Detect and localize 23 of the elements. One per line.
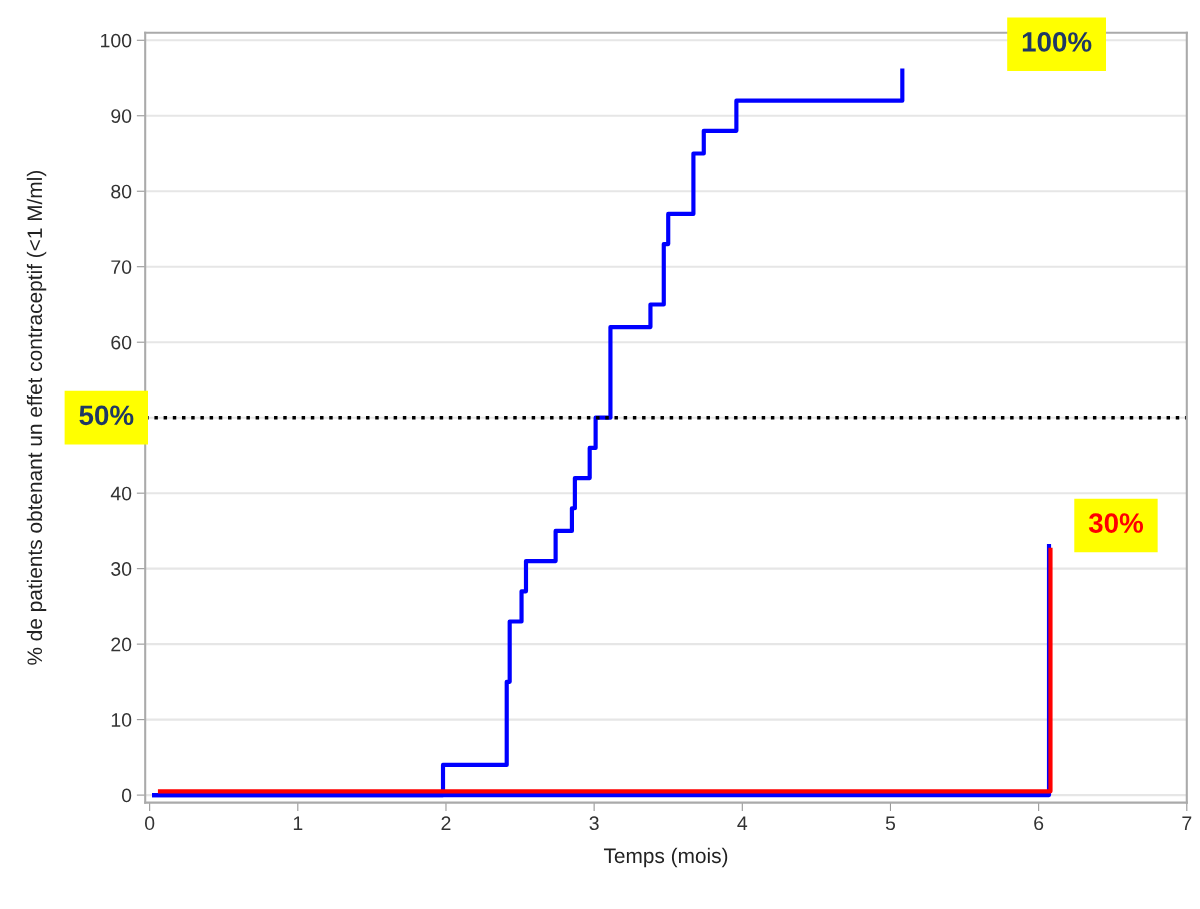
ref-line-label: 50% — [79, 405, 134, 426]
y-tick-label: 40 — [110, 486, 132, 501]
y-tick-label: 70 — [111, 260, 132, 274]
x-tick-label: 5 — [885, 816, 896, 831]
y-axis-title: % de patients obtenant un effet contraceptif (<1 M/ml) — [26, 171, 47, 665]
y-tick-label: 80 — [111, 184, 132, 199]
annotation: 100% — [1022, 32, 1092, 52]
x-tick-label: 2 — [441, 816, 451, 830]
x-tick-label: 3 — [589, 816, 599, 831]
x-axis-title: Temps (mois) — [603, 847, 728, 868]
y-tick-label: 60 — [111, 335, 132, 350]
y-tick-label: 20 — [111, 637, 132, 652]
annotation: 30% — [1088, 513, 1144, 533]
y-tick-label: 100 — [101, 33, 132, 48]
x-tick-label: 1 — [293, 816, 303, 830]
y-tick-label: 90 — [111, 109, 132, 123]
x-tick-label: 6 — [1034, 816, 1044, 831]
x-tick-label: 7 — [1182, 816, 1192, 830]
x-tick-label: 0 — [145, 816, 155, 831]
x-tick-label: 4 — [737, 816, 748, 830]
y-tick-label: 0 — [121, 788, 132, 803]
y-tick-label: 10 — [111, 713, 132, 727]
y-tick-label: 30 — [111, 562, 132, 576]
